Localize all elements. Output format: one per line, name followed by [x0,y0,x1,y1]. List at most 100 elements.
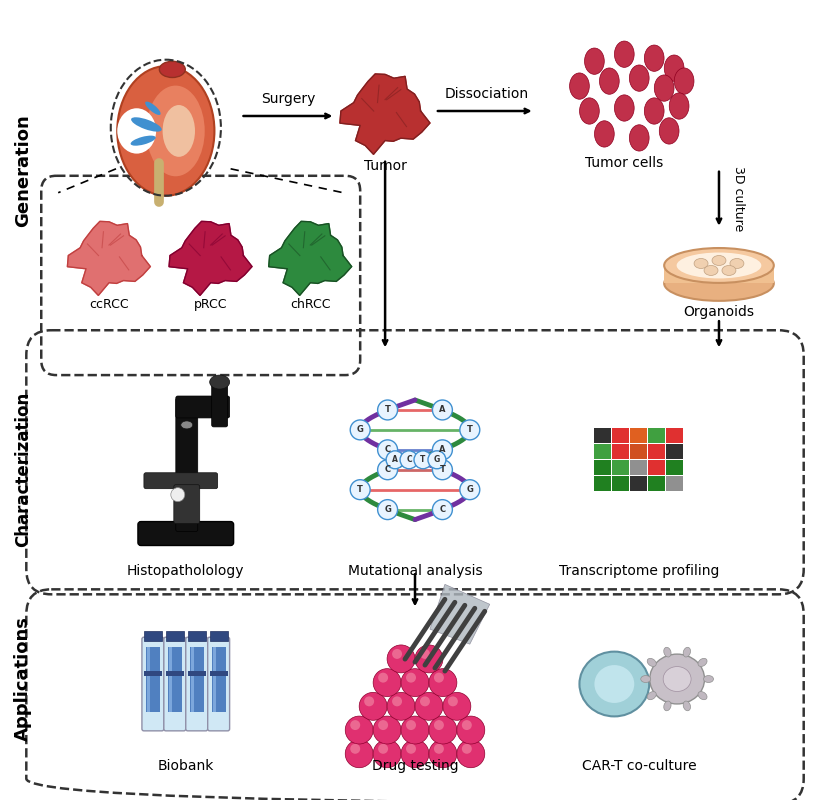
Ellipse shape [131,135,156,146]
Circle shape [400,451,418,469]
Circle shape [373,716,401,744]
Circle shape [387,692,415,720]
Text: T: T [467,425,473,434]
Bar [612,428,629,443]
FancyBboxPatch shape [138,521,234,545]
Ellipse shape [594,665,634,703]
Circle shape [428,451,446,469]
Circle shape [462,744,472,754]
Bar [144,631,162,641]
FancyBboxPatch shape [178,423,196,472]
FancyBboxPatch shape [142,637,164,731]
Bar [648,460,665,475]
Ellipse shape [663,666,691,691]
Bar [666,476,683,491]
Ellipse shape [712,256,726,265]
Text: Biobank: Biobank [157,759,214,773]
Circle shape [420,696,430,706]
Ellipse shape [595,121,614,147]
Circle shape [378,673,388,682]
Circle shape [448,696,458,706]
Ellipse shape [580,98,599,124]
Bar [594,444,612,459]
Text: Tumor: Tumor [364,159,407,173]
Ellipse shape [659,118,679,144]
Bar [146,647,160,712]
Circle shape [406,744,416,754]
Ellipse shape [615,95,634,121]
Circle shape [429,669,457,697]
Text: 3D culture: 3D culture [732,166,745,231]
Circle shape [429,740,457,767]
Text: Generation: Generation [14,115,32,227]
Text: CAR-T co-culture: CAR-T co-culture [582,759,696,773]
Text: T: T [439,465,445,474]
Circle shape [378,744,388,754]
Ellipse shape [683,701,691,710]
Text: A: A [439,405,446,414]
Bar [648,444,665,459]
Circle shape [350,480,370,500]
Circle shape [406,720,416,730]
FancyBboxPatch shape [176,396,230,418]
Bar [631,476,647,491]
Ellipse shape [629,125,649,151]
Circle shape [429,716,457,744]
Text: C: C [384,465,391,474]
Circle shape [345,740,373,767]
Circle shape [350,720,360,730]
Circle shape [460,420,480,440]
Circle shape [378,500,398,520]
Ellipse shape [683,647,691,657]
Bar [631,460,647,475]
Ellipse shape [210,375,230,389]
Text: ccRCC: ccRCC [89,298,129,312]
Text: Tumor cells: Tumor cells [585,156,663,170]
Bar [612,476,629,491]
Circle shape [401,716,429,744]
Circle shape [457,740,485,767]
Ellipse shape [722,265,736,276]
Ellipse shape [694,259,708,268]
Circle shape [401,740,429,767]
Circle shape [460,480,480,500]
Text: Histopatholology: Histopatholology [127,565,245,578]
Ellipse shape [117,66,215,195]
FancyBboxPatch shape [164,637,186,731]
Text: Dissociation: Dissociation [444,87,529,101]
Circle shape [415,645,443,673]
Circle shape [378,440,398,460]
Bar [144,670,162,675]
Bar [631,428,647,443]
Ellipse shape [647,658,656,666]
Circle shape [457,716,485,744]
Ellipse shape [704,675,714,682]
Ellipse shape [131,117,161,131]
Text: A: A [392,455,398,465]
Ellipse shape [146,86,205,176]
Bar [166,631,184,641]
Ellipse shape [664,266,774,301]
Bar [147,647,150,712]
FancyBboxPatch shape [211,383,228,427]
Circle shape [350,420,370,440]
Bar [211,647,225,712]
Ellipse shape [600,68,619,95]
Text: Organoids: Organoids [683,305,755,320]
Text: A: A [439,445,446,454]
Bar [168,647,181,712]
Ellipse shape [579,652,649,716]
Polygon shape [67,221,151,296]
Ellipse shape [654,75,674,101]
Text: T: T [384,405,390,414]
Ellipse shape [570,73,589,99]
Text: G: G [357,425,364,434]
Ellipse shape [676,252,761,279]
Circle shape [443,692,471,720]
Bar [188,631,206,641]
Bar [666,428,683,443]
Ellipse shape [644,45,664,71]
Circle shape [359,692,387,720]
Ellipse shape [674,68,694,95]
Ellipse shape [730,259,744,268]
